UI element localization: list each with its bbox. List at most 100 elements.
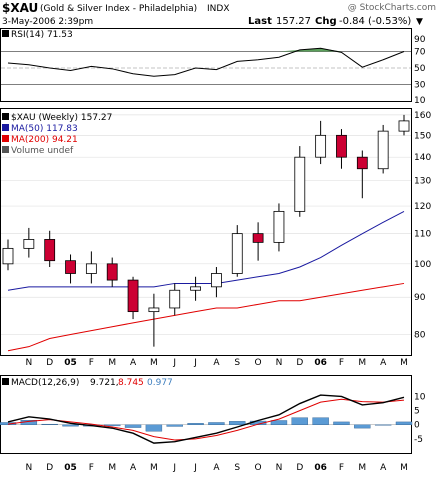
index-name: (Gold & Silver Index - Philadelphia) <box>40 4 197 14</box>
price-tick-label: 150 <box>414 131 431 141</box>
x-axis-layer: N N D D 05 05 F F M M A A M M J J J J A A S S O O N N D D 06 06 F F M M A A… <box>25 358 407 473</box>
candle-up <box>85 263 97 274</box>
price-x-label: 05 <box>64 358 77 368</box>
price-x-label: M <box>358 358 366 368</box>
macd-tick-label: 0 <box>414 421 420 431</box>
macd-x-label: D <box>296 463 303 473</box>
signal-value: 8.745 <box>118 378 144 388</box>
candle-down <box>65 260 76 274</box>
price-x-label: N <box>25 358 32 368</box>
legend-price: $XAU (Weekly) 157.27 <box>11 113 112 123</box>
rsi-tick-label: 70 <box>414 48 426 58</box>
candle-up <box>273 210 285 243</box>
candle-down <box>336 134 347 158</box>
macd-x-label: M <box>108 463 116 473</box>
macd-tick-label: 10 <box>414 392 426 402</box>
candle-up <box>211 273 222 288</box>
rsi-legend-swatch <box>2 30 9 37</box>
price-x-label: A <box>130 358 137 368</box>
price-x-label: F <box>339 358 344 368</box>
macd-x-label: N <box>276 463 283 473</box>
legend-ma50: MA(50) 117.83 <box>11 124 78 134</box>
price-tick-label: 120 <box>414 202 431 212</box>
price-x-label: 06 <box>314 358 327 368</box>
price-tick-label: 130 <box>414 177 431 187</box>
candle-up <box>315 134 327 158</box>
macd-x-label: F <box>89 463 94 473</box>
macd-histogram-bar <box>208 422 225 425</box>
price-x-label: M <box>150 358 158 368</box>
candle-up <box>190 286 201 291</box>
macd-x-label: J <box>172 463 176 473</box>
legend-swatch-price <box>2 113 9 120</box>
macd-x-label: 06 <box>314 463 327 473</box>
price-legend: $XAU (Weekly) 157.27 MA(50) 117.83 MA(20… <box>2 113 112 156</box>
price-x-label: N <box>276 358 283 368</box>
macd-histogram-bar <box>187 423 204 425</box>
signal-line <box>7 398 405 441</box>
macd-x-label: N <box>25 463 32 473</box>
price-x-label: O <box>255 358 262 368</box>
candle-up <box>294 156 306 212</box>
macd-histogram-bar <box>41 423 58 425</box>
price-x-label: M <box>108 358 116 368</box>
macd-x-label: 05 <box>64 463 77 473</box>
macd-legend: MACD(12,26,9) 9.721, 8.745 0.977 <box>2 378 173 388</box>
macd-histogram-bar <box>354 424 371 429</box>
candle-up <box>398 120 410 132</box>
macd-tick-label: -5 <box>414 435 423 445</box>
candle-up <box>231 233 243 274</box>
macd-histogram-bar <box>166 424 183 427</box>
rsi-tick-label: 30 <box>414 81 426 91</box>
macd-histogram-bar <box>270 420 288 425</box>
price-x-label: S <box>234 358 240 368</box>
price-x-label: J <box>172 358 176 368</box>
macd-histogram-bar <box>312 417 329 425</box>
macd-legend-swatch <box>2 378 9 385</box>
candle-down <box>106 263 118 281</box>
copyright: @ StockCharts.com <box>348 3 436 13</box>
down-arrow-icon: ▼ <box>416 17 423 27</box>
price-x-label: F <box>89 358 94 368</box>
legend-swatch-ma200 <box>2 135 9 142</box>
macd-histogram-bar <box>0 422 17 425</box>
macd-x-label: D <box>46 463 53 473</box>
macd-line <box>7 394 405 444</box>
price-x-label: A <box>213 358 220 368</box>
legend-ma200: MA(200) 94.21 <box>11 135 78 145</box>
macd-x-label: M <box>358 463 366 473</box>
candle-up <box>23 239 35 249</box>
candle-up <box>169 289 181 309</box>
macd-histogram-bar <box>62 424 79 427</box>
macd-histogram-bar <box>333 421 350 425</box>
macd-panel <box>0 375 412 454</box>
chg-value: -0.84 (-0.53%) <box>339 16 411 27</box>
price-x-label: A <box>380 358 387 368</box>
macd-histogram-bar <box>291 417 308 425</box>
price-x-label: D <box>46 358 53 368</box>
macd-label: MACD(12,26,9) <box>11 378 79 388</box>
candle-down <box>127 279 139 313</box>
price-tick-label: 80 <box>414 331 426 341</box>
price-tick-label: 100 <box>414 260 431 270</box>
macd-histogram-bar <box>229 421 246 425</box>
macd-x-label: F <box>339 463 344 473</box>
price-x-label: J <box>193 358 197 368</box>
rsi-tick-label: 90 <box>414 35 426 45</box>
macd-tick-label: 5 <box>414 407 420 417</box>
rsi-tick-label: 50 <box>414 64 426 74</box>
price-layer: 80 90 100 110 120 130 140 150 160 <box>1 111 431 352</box>
date-stamp: 3-May-2006 2:39pm <box>2 17 93 27</box>
macd-histogram-bar <box>395 421 413 425</box>
legend-swatch-volume <box>2 146 9 153</box>
macd-x-label: M <box>150 463 158 473</box>
macd-value: 9.721, <box>90 378 119 388</box>
rsi-layer: 90 70 50 30 10 <box>1 35 426 106</box>
price-tick-label: 110 <box>414 230 431 240</box>
candle-down <box>44 239 56 262</box>
last-value: 157.27 <box>276 16 311 27</box>
macd-x-label: O <box>255 463 262 473</box>
ma200-line <box>7 282 405 352</box>
